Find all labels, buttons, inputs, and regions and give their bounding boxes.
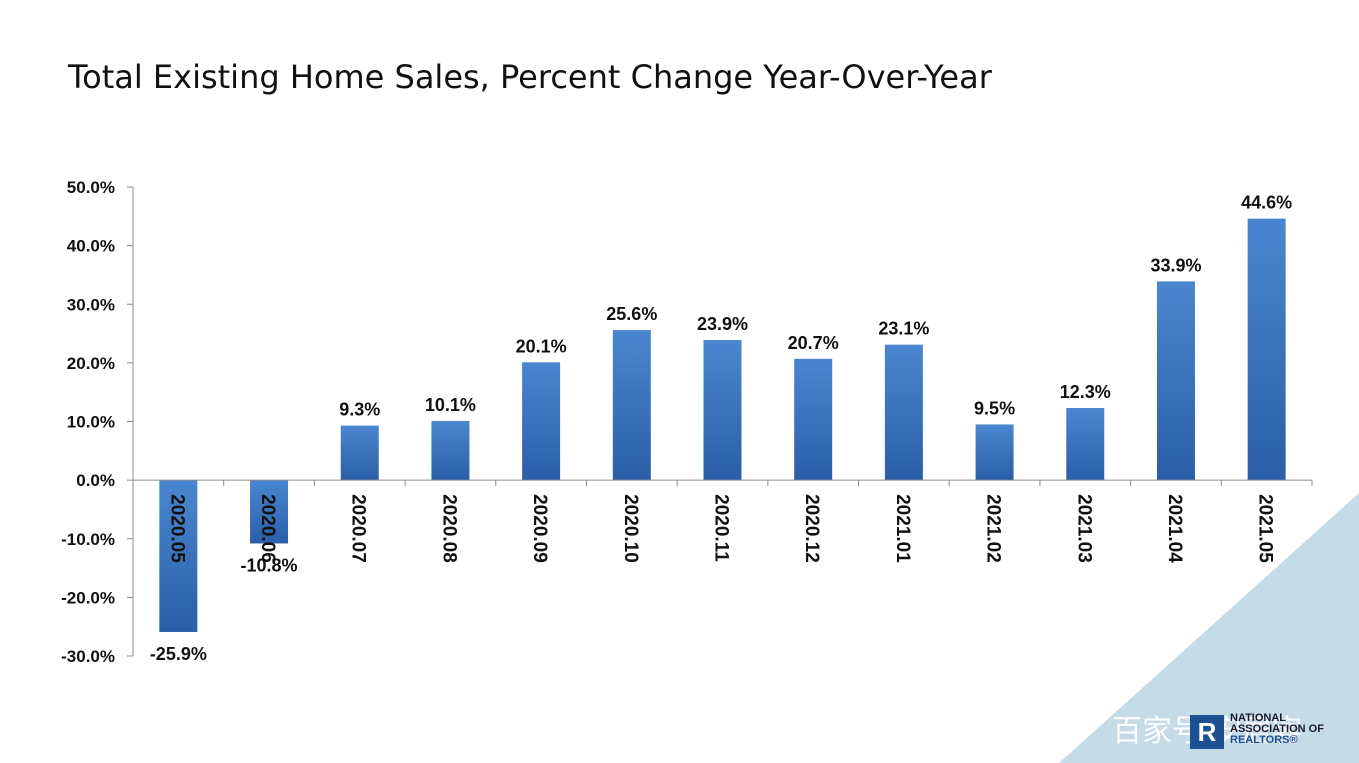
logo-line-3: REALTORS® — [1230, 734, 1298, 746]
bar — [612, 330, 651, 481]
bar — [884, 344, 923, 481]
data-label: 33.9% — [1150, 255, 1201, 275]
bar — [431, 420, 470, 481]
logo-wordmark: NATIONAL ASSOCIATION OF REALTORS® — [1230, 713, 1324, 746]
bar — [159, 480, 198, 632]
data-label: 20.1% — [516, 336, 567, 356]
bar — [703, 340, 742, 481]
x-tick-label: 2020.12 — [801, 494, 822, 563]
y-tick-label: -30.0% — [61, 647, 115, 666]
data-label: -10.8% — [241, 555, 298, 575]
data-label: 9.5% — [974, 398, 1015, 418]
x-tick-label: 2021.03 — [1073, 494, 1094, 563]
x-tick-label: 2021.05 — [1255, 494, 1276, 563]
data-label: 23.1% — [878, 319, 929, 339]
y-tick-label: 20.0% — [67, 354, 115, 373]
logo-line-1: NATIONAL — [1230, 712, 1287, 724]
y-tick-label: -20.0% — [61, 588, 115, 607]
data-label: 20.7% — [788, 333, 839, 353]
bar — [1066, 408, 1105, 481]
x-tick-label: 2021.01 — [892, 494, 913, 563]
nar-logo: R NATIONAL ASSOCIATION OF REALTORS® — [1190, 713, 1359, 753]
data-label: 12.3% — [1060, 382, 1111, 402]
x-tick-label: 2020.09 — [529, 494, 550, 563]
bar — [522, 362, 561, 481]
data-label: 44.6% — [1241, 193, 1292, 213]
x-tick-label: 2020.06 — [257, 494, 278, 563]
bar — [250, 480, 289, 544]
logo-line-2: ASSOCIATION OF — [1230, 723, 1324, 735]
y-tick-label: 40.0% — [67, 237, 115, 256]
bar — [794, 358, 833, 481]
y-tick-label: 30.0% — [67, 295, 115, 314]
x-tick-label: 2020.11 — [711, 494, 732, 562]
y-tick-label: 50.0% — [67, 178, 115, 197]
x-tick-label: 2020.07 — [348, 494, 369, 563]
bar — [340, 425, 379, 481]
x-tick-label: 2021.02 — [983, 494, 1004, 563]
x-tick-label: 2020.05 — [166, 494, 187, 563]
y-tick-label: 10.0% — [67, 413, 115, 432]
bar — [1247, 218, 1286, 481]
x-tick-label: 2021.04 — [1164, 494, 1185, 563]
y-tick-label: -10.0% — [61, 530, 115, 549]
realtor-logo-icon: R — [1190, 715, 1224, 749]
chart-title: Total Existing Home Sales, Percent Chang… — [68, 58, 992, 96]
x-tick-label: 2020.08 — [438, 494, 459, 563]
data-label: 9.3% — [339, 400, 380, 420]
data-label: 23.9% — [697, 314, 748, 334]
bar — [1156, 281, 1195, 481]
data-label: 25.6% — [606, 304, 657, 324]
x-tick-label: 2020.10 — [620, 494, 641, 563]
data-label: -25.9% — [150, 644, 207, 664]
bar — [975, 424, 1014, 481]
y-tick-label: 0.0% — [76, 471, 115, 490]
data-label: 10.1% — [425, 395, 476, 415]
